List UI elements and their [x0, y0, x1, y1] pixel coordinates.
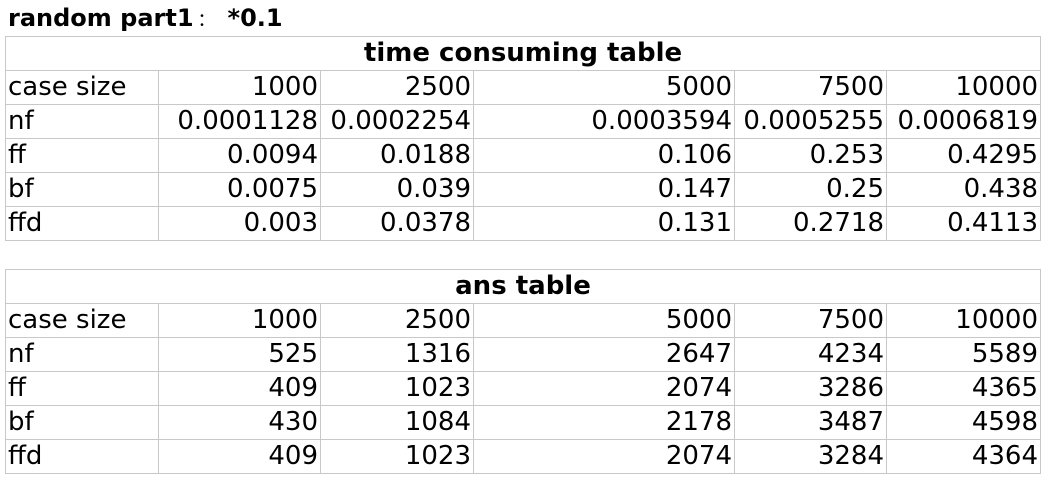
row-label-cell[interactable]: ff: [5, 138, 159, 173]
table-title-row: time consuming table: [4, 36, 1042, 71]
value-cell[interactable]: 0.2718: [734, 206, 887, 241]
value-cell[interactable]: 0.0003594: [473, 104, 735, 139]
row-label-cell[interactable]: nf: [5, 337, 159, 372]
value-cell[interactable]: 409: [158, 439, 321, 474]
value-cell[interactable]: 0.25: [734, 172, 887, 207]
header-cell[interactable]: 5000: [473, 70, 735, 105]
value-cell[interactable]: 3487: [734, 405, 887, 440]
value-cell[interactable]: 4364: [886, 439, 1041, 474]
heading-factor: *0.1: [227, 4, 283, 32]
value-cell[interactable]: 4598: [886, 405, 1041, 440]
value-cell[interactable]: 3286: [734, 371, 887, 406]
header-cell[interactable]: 2500: [320, 70, 474, 105]
value-cell[interactable]: 0.0188: [320, 138, 474, 173]
table-row: nf 0.0001128 0.0002254 0.0003594 0.00052…: [5, 104, 1042, 139]
table-row: nf 525 1316 2647 4234 5589: [5, 337, 1041, 372]
value-cell[interactable]: 0.0094: [158, 138, 321, 173]
row-label-cell[interactable]: ffd: [5, 439, 159, 474]
sheet-heading: random part1： *0.1: [8, 2, 283, 34]
value-cell[interactable]: 0.131: [473, 206, 735, 241]
value-cell[interactable]: 0.253: [734, 138, 887, 173]
header-cell[interactable]: case size: [5, 70, 159, 105]
value-cell[interactable]: 0.0005255: [734, 104, 887, 139]
value-cell[interactable]: 1023: [320, 371, 474, 406]
value-cell[interactable]: 0.0075: [158, 172, 321, 207]
header-cell[interactable]: case size: [5, 303, 159, 338]
row-label-cell[interactable]: ffd: [5, 206, 159, 241]
table-row: bf 430 1084 2178 3487 4598: [5, 405, 1041, 440]
value-cell[interactable]: 1023: [320, 439, 474, 474]
value-cell[interactable]: 2074: [473, 439, 735, 474]
ans-table-title[interactable]: ans table: [5, 269, 1041, 304]
header-cell[interactable]: 7500: [734, 303, 887, 338]
table-title-row: ans table: [5, 269, 1041, 304]
table-row: ffd 0.003 0.0378 0.131 0.2718 0.4113: [5, 206, 1042, 241]
value-cell[interactable]: 0.4295: [885, 138, 1042, 173]
value-cell[interactable]: 525: [158, 337, 321, 372]
value-cell[interactable]: 5589: [886, 337, 1041, 372]
value-cell[interactable]: 2074: [473, 371, 735, 406]
row-label-cell[interactable]: nf: [5, 104, 159, 139]
table-header-row: case size 1000 2500 5000 7500 10000: [5, 70, 1042, 105]
value-cell[interactable]: 0.147: [473, 172, 735, 207]
row-label-cell[interactable]: bf: [5, 405, 159, 440]
header-cell[interactable]: 1000: [158, 303, 321, 338]
row-label-cell[interactable]: bf: [5, 172, 159, 207]
table-row: bf 0.0075 0.039 0.147 0.25 0.438: [5, 172, 1042, 207]
value-cell[interactable]: 4365: [886, 371, 1041, 406]
value-cell[interactable]: 0.0378: [320, 206, 474, 241]
value-cell[interactable]: 2178: [473, 405, 735, 440]
time-table-title[interactable]: time consuming table: [4, 36, 1042, 71]
header-cell[interactable]: 10000: [885, 70, 1042, 105]
value-cell[interactable]: 0.0002254: [320, 104, 474, 139]
value-cell[interactable]: 0.4113: [885, 206, 1042, 241]
table-header-row: case size 1000 2500 5000 7500 10000: [5, 303, 1041, 338]
value-cell[interactable]: 430: [158, 405, 321, 440]
value-cell[interactable]: 1316: [320, 337, 474, 372]
heading-separator: ：: [197, 10, 216, 31]
table-row: ff 409 1023 2074 3286 4365: [5, 371, 1041, 406]
value-cell[interactable]: 2647: [473, 337, 735, 372]
time-consuming-table: time consuming table case size 1000 2500…: [4, 36, 1042, 241]
header-cell[interactable]: 7500: [734, 70, 887, 105]
value-cell[interactable]: 3284: [734, 439, 887, 474]
value-cell[interactable]: 1084: [320, 405, 474, 440]
value-cell[interactable]: 0.039: [320, 172, 474, 207]
value-cell[interactable]: 0.106: [473, 138, 735, 173]
header-cell[interactable]: 10000: [886, 303, 1041, 338]
header-cell[interactable]: 5000: [473, 303, 735, 338]
value-cell[interactable]: 0.438: [885, 172, 1042, 207]
value-cell[interactable]: 0.0001128: [158, 104, 321, 139]
value-cell[interactable]: 0.003: [158, 206, 321, 241]
header-cell[interactable]: 1000: [158, 70, 321, 105]
table-row: ffd 409 1023 2074 3284 4364: [5, 439, 1041, 474]
row-label-cell[interactable]: ff: [5, 371, 159, 406]
ans-table: ans table case size 1000 2500 5000 7500 …: [5, 269, 1041, 474]
header-cell[interactable]: 2500: [320, 303, 474, 338]
value-cell[interactable]: 4234: [734, 337, 887, 372]
heading-title: random part1: [8, 4, 194, 32]
value-cell[interactable]: 0.0006819: [885, 104, 1042, 139]
table-row: ff 0.0094 0.0188 0.106 0.253 0.4295: [5, 138, 1042, 173]
value-cell[interactable]: 409: [158, 371, 321, 406]
